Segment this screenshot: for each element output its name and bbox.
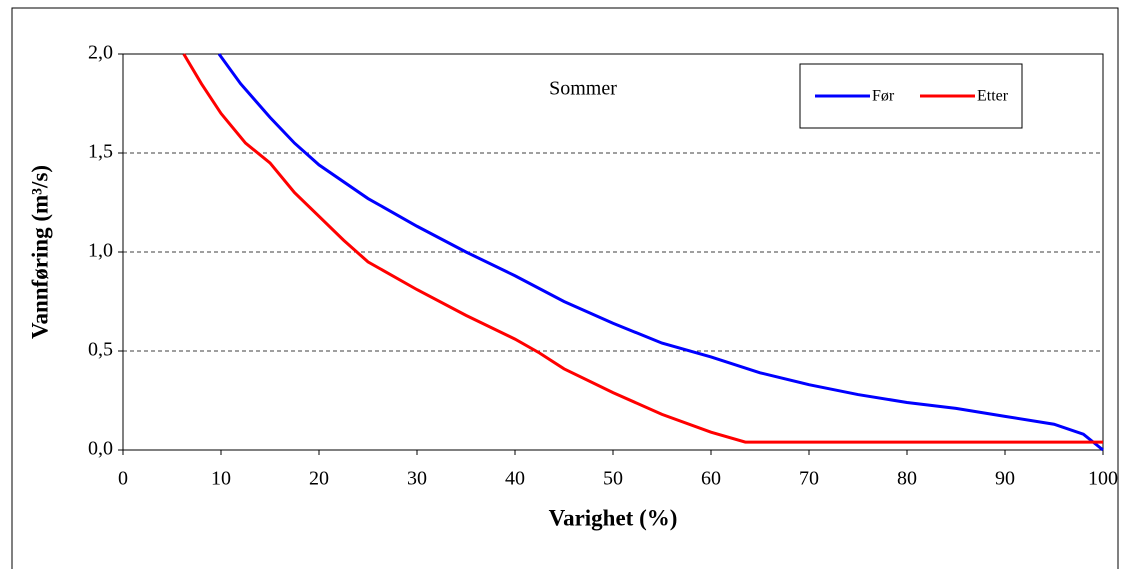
x-tick-label: 80 xyxy=(897,468,917,490)
y-axis-label: Vannføring (m³/s) xyxy=(27,165,52,339)
line xyxy=(217,53,1104,452)
y-tick-label: 0,0 xyxy=(88,438,113,460)
x-tick-label: 90 xyxy=(995,468,1015,490)
x-tick-label: 0 xyxy=(118,468,128,490)
y-tick-label: 0,5 xyxy=(88,339,113,361)
x-tick-label: 100 xyxy=(1088,468,1118,490)
x-tick-label: 10 xyxy=(211,468,231,490)
x-tick-label: 20 xyxy=(309,468,329,490)
legend-label: Etter xyxy=(977,88,1009,105)
line xyxy=(182,53,1103,444)
x-tick-label: 70 xyxy=(799,468,819,490)
x-axis-label: Varighet (%) xyxy=(549,505,678,530)
y-tick-label: 2,0 xyxy=(88,42,113,64)
x-tick-label: 60 xyxy=(701,468,721,490)
chart-frame xyxy=(11,7,1119,569)
plot-area xyxy=(122,53,1104,451)
x-tick-label: 40 xyxy=(505,468,525,490)
y-tick-label: 1,5 xyxy=(88,141,113,163)
y-tick-label: 1,0 xyxy=(88,240,113,262)
chart-title: Sommer xyxy=(549,78,617,100)
legend-label: Før xyxy=(872,88,895,105)
x-tick-label: 50 xyxy=(603,468,623,490)
x-tick-label: 30 xyxy=(407,468,427,490)
